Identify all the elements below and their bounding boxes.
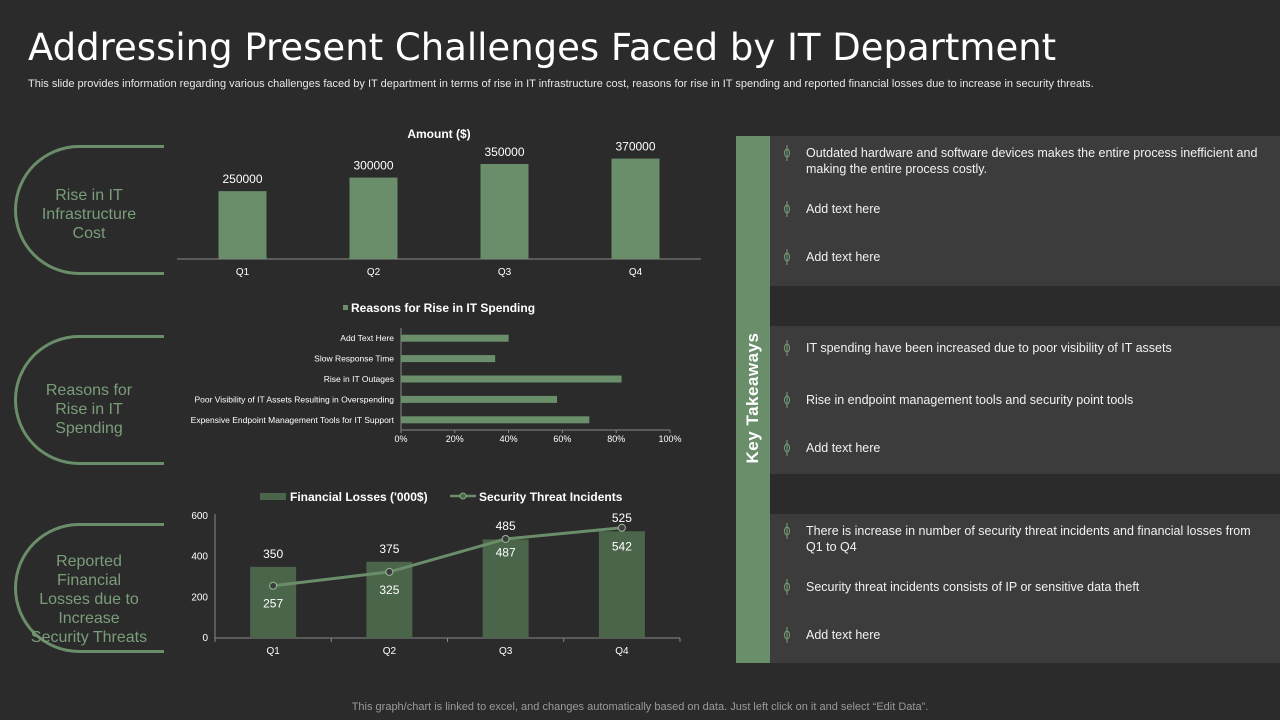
chart-title: Amount ($) <box>407 127 470 141</box>
takeaway-text: Outdated hardware and software devices m… <box>806 146 1258 176</box>
key-takeaways-bar <box>736 136 770 663</box>
takeaway-text: Add text here <box>806 250 881 264</box>
takeaway-text: There is increase in number of security … <box>806 524 1251 554</box>
diamond-bullet-icon <box>784 392 790 408</box>
legend-swatch-bars <box>260 493 286 500</box>
x-tick-label: Q1 <box>266 646 280 657</box>
segment-arc <box>14 523 164 653</box>
key-takeaways-label: Key Takeaways <box>743 332 762 464</box>
diamond-bullet-icon <box>784 440 790 456</box>
x-tick-label: Q3 <box>499 646 513 657</box>
legend-label: Financial Losses ('000$) <box>290 490 428 504</box>
data-label: 250000 <box>222 172 262 186</box>
diamond-bullet-icon <box>784 523 790 539</box>
bar-value-label: 485 <box>496 519 516 533</box>
bar <box>401 334 509 342</box>
x-tick-label: 100% <box>658 434 681 444</box>
takeaway-text: Add text here <box>806 628 881 642</box>
legend-label: Security Threat Incidents <box>479 490 623 504</box>
x-tick-label: 80% <box>607 434 625 444</box>
line-marker <box>617 523 626 532</box>
diamond-bullet-icon <box>784 579 790 595</box>
line-marker <box>269 581 278 590</box>
y-tick-label: 200 <box>191 592 208 603</box>
footer-note: This graph/chart is linked to excel, and… <box>351 701 929 713</box>
line-value-label: 257 <box>263 597 283 611</box>
takeaway-text: IT spending have been increased due to p… <box>806 341 1172 355</box>
diamond-bullet-icon <box>784 340 790 356</box>
bar <box>611 158 660 259</box>
bar <box>250 566 297 638</box>
diamond-bullet-icon <box>784 145 790 161</box>
x-tick-label: 60% <box>553 434 571 444</box>
series-line <box>272 526 623 588</box>
segment-label-losses: Reported Financial Losses due to Increas… <box>30 553 148 646</box>
takeaway-panel <box>770 326 1280 474</box>
x-tick-label: Q1 <box>236 267 250 278</box>
x-tick-label: 0% <box>394 434 407 444</box>
reasons-bar-chart: Reasons for Rise in IT Spending Add Text … <box>191 301 682 444</box>
line-value-label: 487 <box>496 545 516 559</box>
y-tick-label: Rise in IT Outages <box>324 374 394 384</box>
takeaway-text: Security threat incidents consists of IP… <box>806 580 1140 594</box>
bar-value-label: 525 <box>612 511 632 525</box>
x-tick-label: 40% <box>500 434 518 444</box>
segment-arc <box>14 145 164 275</box>
y-tick-label: 600 <box>191 511 208 522</box>
x-tick-label: Q4 <box>629 267 643 278</box>
bar-value-label: 375 <box>379 542 399 556</box>
bar <box>218 191 267 259</box>
segment-label-infrastructure: Rise in IT Infrastructure Cost <box>41 187 137 242</box>
takeaway-text: Add text here <box>806 202 881 216</box>
bar <box>401 355 496 363</box>
diamond-bullet-icon <box>784 201 790 217</box>
bar <box>401 416 590 424</box>
data-label: 350000 <box>484 145 524 159</box>
slide-title: Addressing Present Challenges Faced by I… <box>28 26 1057 69</box>
y-tick-label: Poor Visibility of IT Assets Resulting i… <box>194 394 394 404</box>
y-tick-label: Add Text Here <box>340 333 394 343</box>
y-tick-label: 400 <box>191 552 208 563</box>
x-tick-label: 20% <box>446 434 464 444</box>
segment-label-spending: Reasons for Rise in IT Spending <box>45 382 133 437</box>
slide-subtitle: This slide provides information regardin… <box>28 78 1094 90</box>
data-label: 300000 <box>353 159 393 173</box>
chart-title: Reasons for Rise in IT Spending <box>351 301 535 315</box>
bar-value-label: 350 <box>263 547 283 561</box>
data-label: 370000 <box>615 140 655 154</box>
takeaway-panel <box>770 514 1280 663</box>
diamond-bullet-icon <box>784 627 790 643</box>
x-tick-label: Q4 <box>615 646 629 657</box>
takeaway-panel <box>770 136 1280 286</box>
y-tick-label: Expensive Endpoint Management Tools for … <box>191 415 395 425</box>
line-marker <box>385 567 394 576</box>
legend-swatch <box>343 305 348 310</box>
takeaway-text: Rise in endpoint management tools and se… <box>806 393 1134 407</box>
bar <box>480 164 529 259</box>
line-value-label: 542 <box>612 539 632 553</box>
losses-combo-chart: Financial Losses ('000$) Security Threat … <box>191 490 681 657</box>
x-tick-label: Q3 <box>498 267 512 278</box>
diamond-bullet-icon <box>784 249 790 265</box>
y-tick-label: Slow Response Time <box>314 354 394 364</box>
x-tick-label: Q2 <box>367 267 381 278</box>
x-tick-label: Q2 <box>383 646 397 657</box>
y-tick-label: 0 <box>202 633 208 644</box>
bar <box>401 395 558 403</box>
amount-bar-chart: Amount ($) 250000 Q1 300000 Q2 350000 Q3 370000… <box>177 127 701 278</box>
bar <box>598 531 645 638</box>
segment-arc <box>14 335 164 465</box>
legend-marker <box>459 492 467 500</box>
line-marker <box>501 534 510 543</box>
bar <box>349 177 398 259</box>
bar <box>482 539 529 638</box>
takeaway-text: Add text here <box>806 441 881 455</box>
bar <box>401 375 622 383</box>
line-value-label: 325 <box>379 583 399 597</box>
